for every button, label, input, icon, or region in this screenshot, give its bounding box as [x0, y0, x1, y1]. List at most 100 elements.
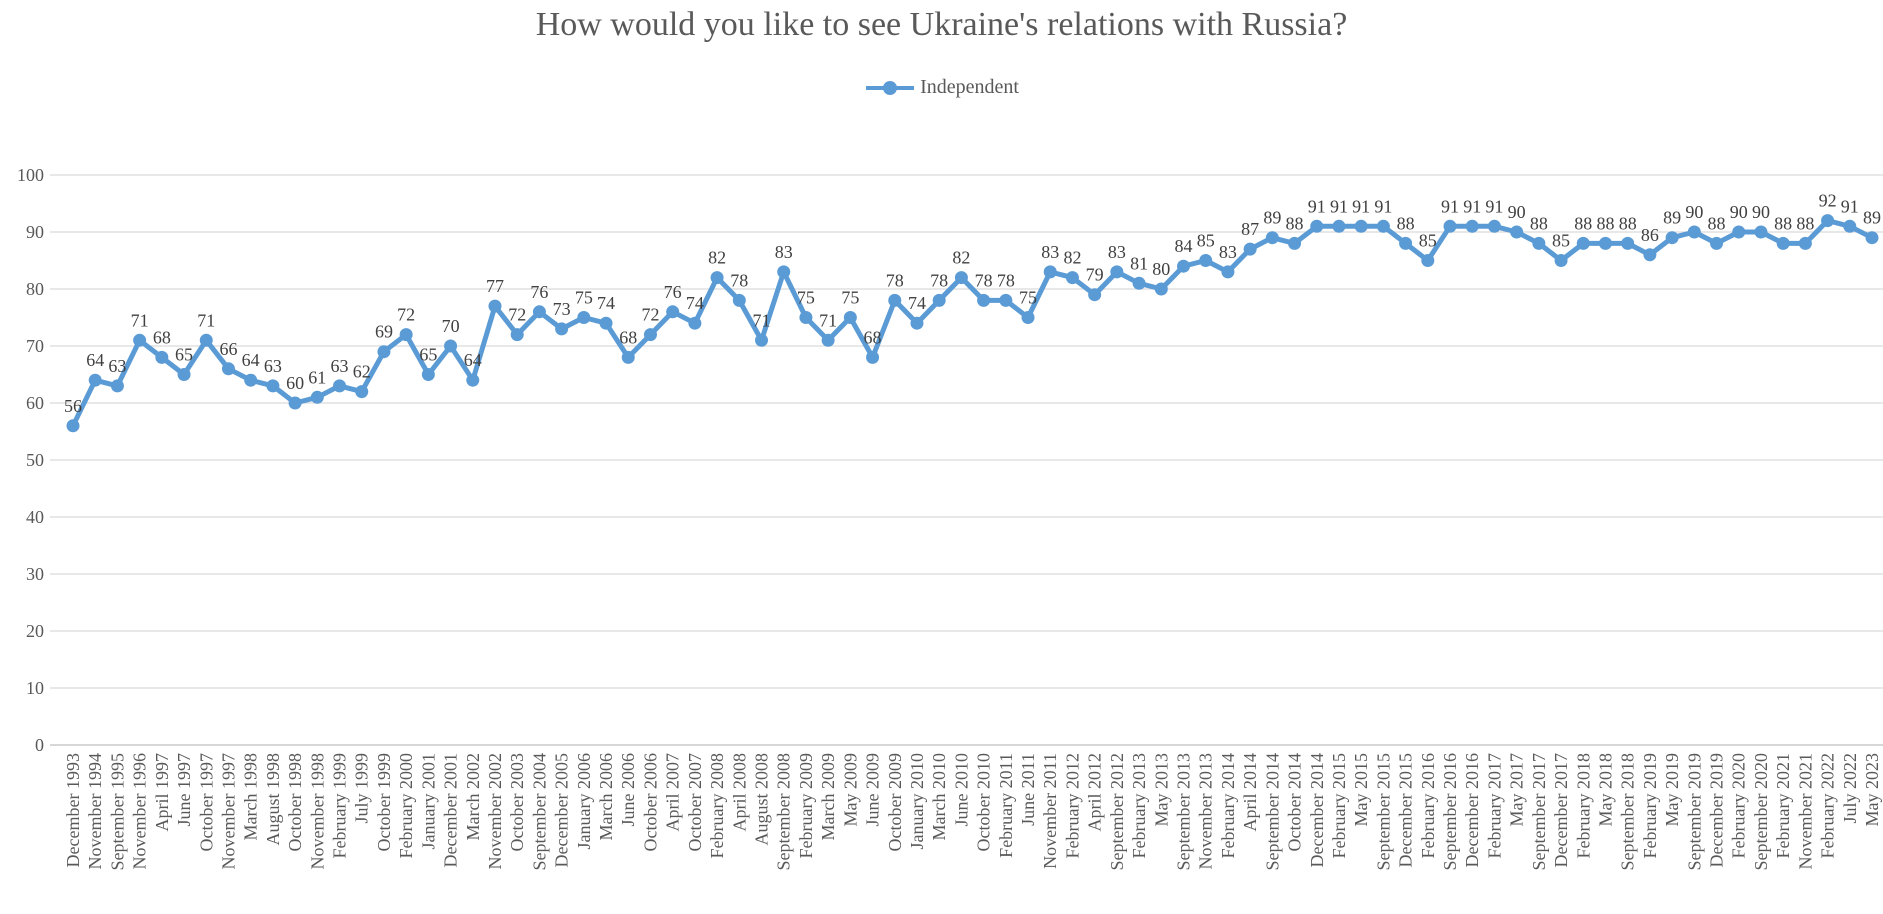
- data-point: [977, 293, 991, 307]
- data-label: 88: [1286, 213, 1304, 233]
- data-point: [1465, 219, 1479, 233]
- data-point: [1176, 259, 1190, 273]
- data-label: 79: [1086, 265, 1104, 285]
- x-tick-label: June 1997: [174, 753, 194, 827]
- x-tick-label: February 2009: [796, 753, 816, 858]
- data-point: [1221, 265, 1235, 279]
- data-label: 75: [1019, 288, 1037, 308]
- data-label: 88: [1708, 213, 1726, 233]
- data-label: 72: [397, 305, 415, 325]
- x-tick-label: April 2012: [1085, 753, 1105, 832]
- data-label: 88: [1774, 213, 1792, 233]
- data-label: 82: [1063, 248, 1081, 268]
- data-point: [466, 373, 480, 387]
- data-point: [1088, 288, 1102, 302]
- data-point: [1798, 236, 1812, 250]
- data-point: [1843, 219, 1857, 233]
- data-point: [1532, 236, 1546, 250]
- data-point: [643, 328, 657, 342]
- data-point: [88, 373, 102, 387]
- y-tick-label: 80: [26, 279, 44, 299]
- x-tick-label: October 2009: [885, 753, 905, 851]
- x-tick-label: September 2017: [1529, 753, 1549, 870]
- data-point: [821, 333, 835, 347]
- x-tick-label: January 2010: [907, 753, 927, 849]
- data-point: [288, 396, 302, 410]
- data-point: [1487, 219, 1501, 233]
- data-label: 71: [197, 310, 215, 330]
- data-point: [221, 362, 235, 376]
- x-tick-label: January 2006: [574, 753, 594, 849]
- data-point: [1665, 231, 1679, 245]
- data-point: [1288, 236, 1302, 250]
- data-label: 76: [530, 282, 548, 302]
- x-tick-label: November 1994: [85, 753, 105, 869]
- y-tick-label: 100: [17, 165, 44, 185]
- gridlines: [50, 174, 1883, 746]
- x-tick-label: April 2008: [729, 753, 749, 832]
- x-axis-ticks: December 1993 November 1994 September 1995…: [63, 753, 1882, 870]
- data-point: [732, 293, 746, 307]
- x-tick-label: February 2017: [1484, 753, 1504, 858]
- x-tick-label: June 2011: [1018, 753, 1038, 826]
- data-point: [755, 333, 769, 347]
- x-tick-label: April 2014: [1240, 753, 1260, 832]
- data-point: [333, 379, 347, 393]
- data-label: 64: [86, 350, 104, 370]
- data-point: [888, 293, 902, 307]
- x-tick-label: September 2008: [774, 753, 794, 870]
- x-tick-label: October 2006: [640, 753, 660, 851]
- legend-item-independent[interactable]: Independent: [864, 76, 1019, 99]
- data-label: 85: [1552, 231, 1570, 251]
- x-tick-label: April 1997: [152, 753, 172, 832]
- y-tick-label: 10: [26, 678, 44, 698]
- data-label: 88: [1619, 213, 1637, 233]
- data-label: 60: [286, 373, 304, 393]
- x-tick-label: September 2020: [1751, 753, 1771, 870]
- data-label: 74: [908, 293, 926, 313]
- data-point: [510, 328, 524, 342]
- data-point: [1443, 219, 1457, 233]
- y-tick-label: 50: [26, 450, 44, 470]
- x-tick-label: September 2013: [1173, 753, 1193, 870]
- data-point: [1243, 242, 1257, 256]
- x-tick-label: April 2007: [663, 753, 683, 832]
- data-label: 91: [1485, 196, 1503, 216]
- data-label: 72: [641, 305, 659, 325]
- x-tick-label: September 2004: [529, 753, 549, 870]
- data-label: 80: [1152, 259, 1170, 279]
- data-point: [1043, 265, 1057, 279]
- data-point: [444, 339, 458, 353]
- x-tick-label: February 2012: [1062, 753, 1082, 858]
- x-tick-label: December 2016: [1462, 753, 1482, 867]
- data-label: 78: [730, 270, 748, 290]
- data-point: [1754, 225, 1768, 239]
- data-point: [199, 333, 213, 347]
- data-label: 66: [219, 339, 237, 359]
- x-tick-label: May 2019: [1662, 753, 1682, 827]
- data-point: [866, 350, 880, 364]
- data-label: 63: [108, 356, 126, 376]
- data-point: [1732, 225, 1746, 239]
- data-label: 74: [686, 293, 704, 313]
- data-label: 56: [64, 396, 82, 416]
- data-label: 75: [841, 288, 859, 308]
- data-point: [110, 379, 124, 393]
- data-point: [1510, 225, 1524, 239]
- data-label: 91: [1374, 196, 1392, 216]
- x-tick-label: July 1999: [352, 753, 372, 824]
- data-point: [377, 345, 391, 359]
- data-point: [1643, 248, 1657, 262]
- x-tick-label: July 2022: [1840, 753, 1860, 824]
- x-tick-label: February 2021: [1773, 753, 1793, 858]
- x-tick-label: September 2019: [1684, 753, 1704, 870]
- data-label: 87: [1241, 219, 1259, 239]
- data-label: 77: [486, 276, 504, 296]
- data-label: 88: [1796, 213, 1814, 233]
- data-point: [66, 419, 80, 433]
- series-points: [66, 214, 1879, 433]
- x-tick-label: June 2010: [951, 753, 971, 827]
- data-label: 64: [242, 350, 260, 370]
- x-tick-label: May 2009: [840, 753, 860, 827]
- x-tick-label: September 2014: [1262, 753, 1282, 870]
